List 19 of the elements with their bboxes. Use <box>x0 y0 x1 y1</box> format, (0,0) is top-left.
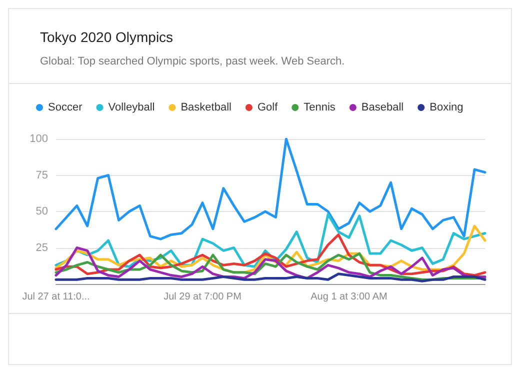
legend-label: Soccer <box>48 102 83 114</box>
x-tick-label: Aug 1 at 3:00 AM <box>310 292 388 302</box>
legend-label: Volleyball <box>108 102 155 114</box>
legend-label: Tennis <box>304 102 336 114</box>
y-tick-label: 25 <box>36 242 48 254</box>
line-series <box>54 246 486 280</box>
x-tick-label: Jul 27 at 11:0... <box>22 292 90 302</box>
legend-label: Boxing <box>430 102 464 114</box>
y-tick-label: 75 <box>36 169 48 182</box>
y-tick-label: 100 <box>30 133 48 145</box>
y-tick-label: 50 <box>36 206 48 218</box>
legend-label: Basketball <box>180 102 232 114</box>
chart-subtitle: Global: Top searched Olympic sports, past week. Web Search. <box>40 56 345 68</box>
chart-title: Tokyo 2020 Olympics <box>40 29 174 45</box>
legend-label: Baseball <box>361 102 404 114</box>
x-tick-label: Jul 29 at 7:00 PM <box>164 292 242 302</box>
line-series <box>54 138 486 240</box>
line-series <box>54 272 486 282</box>
legend-label: Golf <box>257 102 279 114</box>
